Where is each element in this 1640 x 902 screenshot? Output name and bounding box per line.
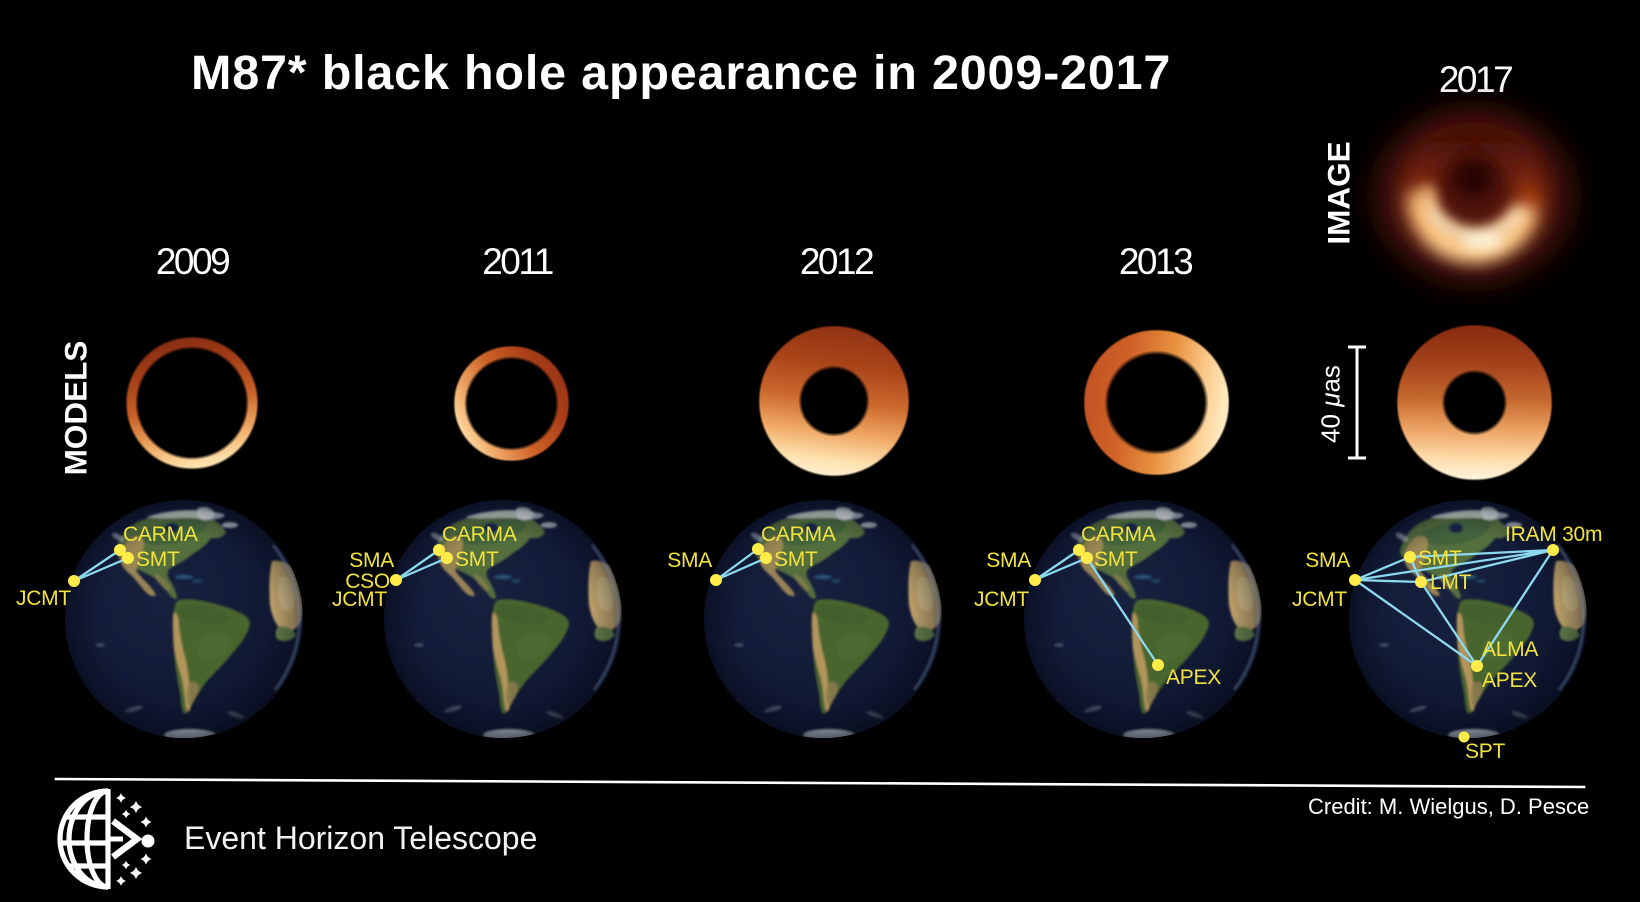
svg-text:SMT: SMT — [1418, 547, 1462, 570]
svg-text:JCMT: JCMT — [332, 588, 387, 611]
svg-text:SMT: SMT — [455, 548, 499, 571]
svg-text:JCMT: JCMT — [1292, 588, 1347, 611]
svg-text:SMA: SMA — [349, 549, 394, 572]
svg-text:APEX: APEX — [1482, 669, 1537, 692]
svg-text:SMA: SMA — [1305, 549, 1350, 572]
svg-text:APEX: APEX — [1166, 666, 1221, 689]
svg-text:LMT: LMT — [1430, 571, 1472, 594]
svg-text:SPT: SPT — [1465, 740, 1506, 763]
svg-text:JCMT: JCMT — [16, 587, 71, 610]
svg-text:SMT: SMT — [136, 548, 180, 571]
svg-text:CARMA: CARMA — [123, 523, 198, 546]
svg-text:SMT: SMT — [1094, 548, 1138, 571]
svg-text:IRAM 30m: IRAM 30m — [1505, 523, 1602, 546]
svg-text:SMA: SMA — [667, 549, 712, 572]
svg-text:CSO: CSO — [345, 570, 390, 593]
svg-text:CARMA: CARMA — [442, 523, 517, 546]
svg-text:ALMA: ALMA — [1482, 638, 1538, 661]
svg-text:SMT: SMT — [774, 548, 818, 571]
svg-text:CARMA: CARMA — [761, 523, 836, 546]
svg-text:JCMT: JCMT — [974, 588, 1029, 611]
svg-text:CARMA: CARMA — [1081, 523, 1156, 546]
svg-text:SMA: SMA — [986, 549, 1031, 572]
